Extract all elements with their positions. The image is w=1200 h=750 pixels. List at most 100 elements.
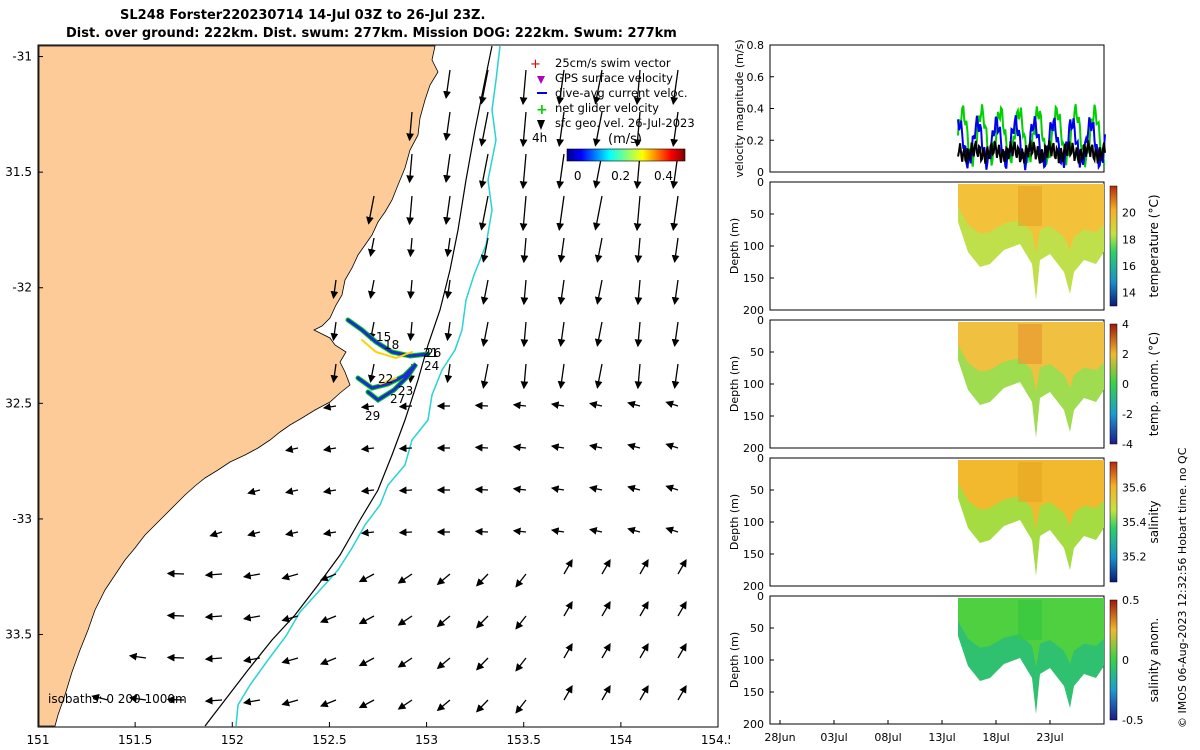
x-tick-label: 28Jun	[764, 731, 795, 744]
geo-arrow	[397, 657, 413, 668]
chart-title-line2: Dist. over ground: 222km. Dist. swum: 27…	[66, 26, 677, 41]
y-tick-label: 100	[743, 378, 764, 391]
geo-arrow	[407, 279, 415, 300]
geo-arrow	[330, 321, 339, 342]
geo-arrow	[475, 657, 489, 671]
geo-arrow	[634, 237, 643, 264]
heatmap-profile-core	[1018, 324, 1042, 364]
heatmap-colorbar	[1109, 599, 1118, 721]
geo-arrow	[436, 615, 451, 628]
geo-arrow	[478, 111, 489, 147]
geo-arrow	[242, 655, 261, 664]
legend-label: 25cm/s swim vector	[555, 56, 671, 70]
colorbar-tick-label: 0.5	[1122, 594, 1140, 607]
geo-arrow	[367, 363, 376, 383]
geo-arrow	[634, 321, 643, 348]
geo-arrow	[557, 237, 566, 264]
colorbar-title: (m/s)	[608, 132, 642, 147]
colorbar-tick-label: 16	[1122, 260, 1136, 273]
geo-arrow	[128, 694, 147, 703]
y-tick-label: -33	[12, 512, 32, 526]
arrow-icon	[537, 120, 545, 130]
geo-arrow	[665, 442, 679, 451]
track-label: 29	[365, 409, 380, 423]
colorbar-label: salinity	[1147, 500, 1161, 543]
geo-arrow	[512, 401, 527, 410]
geo-arrow	[665, 484, 679, 493]
geo-arrow	[563, 643, 573, 659]
geostrophic-velocity-arrows	[91, 69, 687, 714]
geo-arrow	[204, 654, 223, 663]
x-tick-label: 153	[415, 733, 438, 747]
depth-ylabel: Depth (m)	[728, 218, 741, 274]
geo-arrow	[443, 69, 451, 100]
track-label: 22	[378, 372, 393, 386]
x-tick-label: 08Jul	[874, 731, 901, 744]
geo-arrow	[358, 699, 375, 709]
geo-arrow	[367, 279, 376, 299]
heatmap-colorbar	[1109, 323, 1118, 445]
geo-arrow	[515, 615, 527, 630]
map-colorbar	[566, 148, 686, 162]
geo-arrow	[515, 573, 527, 588]
geo-arrow	[550, 443, 565, 451]
geo-arrow	[592, 195, 603, 231]
annotation-4h: 4h	[532, 131, 547, 145]
geo-arrow	[557, 279, 566, 306]
legend-label: sfc geo. vel. 26-Jul-2023	[555, 116, 695, 130]
geo-arrow	[677, 685, 687, 701]
geo-arrow	[322, 445, 337, 453]
geo-arrow	[322, 487, 337, 495]
chart-title-line1: SL248 Forster220230714 14-Jul 03Z to 26-…	[120, 8, 486, 23]
geo-arrow	[322, 529, 337, 537]
geo-arrow	[436, 699, 451, 712]
geo-arrow	[677, 643, 687, 659]
heatmap-colorbar	[1109, 185, 1118, 307]
isobath-200m	[204, 45, 493, 727]
y-tick-label: 33.5	[5, 628, 32, 642]
geo-arrow	[204, 612, 223, 621]
geo-arrow	[360, 444, 375, 453]
geo-arrow	[633, 69, 642, 106]
y-tick-label: 200	[743, 718, 764, 731]
x-tick-label: 153.5	[507, 733, 541, 747]
geo-arrow	[398, 486, 413, 495]
geo-arrow	[166, 569, 185, 578]
geo-arrow	[601, 685, 611, 701]
geo-arrow	[478, 153, 489, 189]
track-label: 23	[398, 384, 413, 398]
geo-arrow	[474, 485, 489, 494]
map-legend: + 25cm/s swim vector GPS surface velocit…	[530, 56, 695, 183]
x-tick-label: 152.5	[312, 733, 346, 747]
geo-arrow	[594, 363, 603, 389]
geo-arrow	[671, 363, 680, 390]
geo-arrow	[358, 573, 375, 583]
colorbar-tick-label: 4	[1122, 318, 1129, 331]
geo-arrow	[627, 526, 641, 535]
geo-arrow	[281, 572, 299, 581]
y-tick-label: 100	[743, 654, 764, 667]
geo-arrow	[397, 699, 413, 710]
geo-arrow	[601, 559, 611, 575]
series-gps-line	[957, 139, 1106, 165]
y-tick-label: 50	[750, 208, 764, 221]
track-label: 18	[384, 338, 399, 352]
geo-arrow	[633, 111, 642, 148]
geo-arrow	[671, 321, 680, 348]
colorbar-tick-label: 35.2	[1122, 550, 1147, 563]
velocity-ylabel: velocity magnitude (m/s)	[733, 39, 746, 177]
geo-arrow	[670, 195, 679, 231]
geo-arrow	[474, 443, 489, 452]
geo-arrow	[556, 153, 565, 189]
geo-arrow	[360, 528, 375, 537]
heatmap-colorbar	[1109, 461, 1118, 583]
geo-arrow	[474, 527, 489, 536]
geo-arrow	[671, 237, 680, 264]
y-tick-label: -32	[12, 281, 32, 295]
geo-arrow	[592, 111, 603, 147]
colorbar-label: salinity anom.	[1147, 618, 1161, 703]
geo-arrow	[601, 601, 611, 617]
geo-arrow	[406, 111, 415, 142]
geo-arrow	[406, 153, 415, 184]
